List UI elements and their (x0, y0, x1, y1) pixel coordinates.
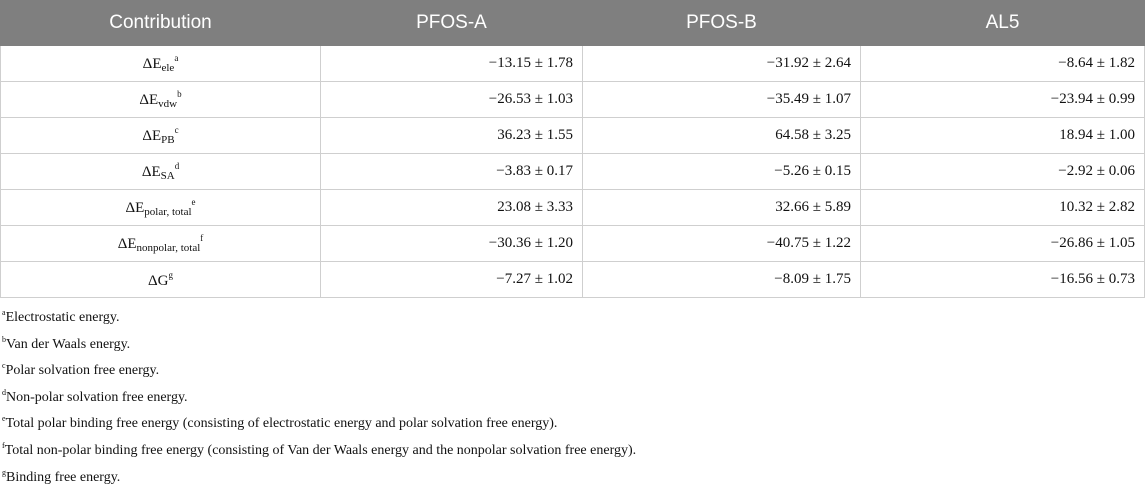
row-symbol: ΔE (139, 92, 159, 108)
table-row-delta-e-nonpolar-total: ΔEnonpolar, totalf −30.36 ± 1.20 −40.75 … (0, 225, 1145, 262)
column-header-pfos-b: PFOS-B (582, 0, 861, 46)
row-footnote-mark: f (200, 233, 204, 243)
cell-al5: 18.94 ± 1.00 (860, 117, 1145, 154)
cell-al5: −26.86 ± 1.05 (860, 225, 1145, 262)
cell-pfos-a: 36.23 ± 1.55 (320, 117, 583, 154)
footnote-a: aElectrostatic energy. (2, 302, 1145, 329)
row-subscript: vdw (158, 98, 178, 110)
column-header-al5: AL5 (860, 0, 1145, 46)
row-label: ΔEpolar, totale (0, 189, 321, 226)
table-footnotes: aElectrostatic energy. bVan der Waals en… (0, 302, 1145, 488)
row-label: ΔEvdwb (0, 81, 321, 118)
cell-pfos-b: −35.49 ± 1.07 (582, 81, 861, 118)
header-row: Contribution PFOS-A PFOS-B AL5 (0, 0, 1145, 46)
cell-pfos-a: 23.08 ± 3.33 (320, 189, 583, 226)
row-symbol: ΔE (142, 56, 162, 72)
row-symbol: ΔG (148, 272, 169, 289)
footnote-text: Total non-polar binding free energy (con… (4, 442, 637, 458)
cell-pfos-a: −13.15 ± 1.78 (320, 45, 583, 82)
row-footnote-mark: a (174, 53, 179, 63)
row-subscript: SA (160, 170, 175, 182)
footnote-text: Electrostatic energy. (5, 310, 120, 325)
row-subscript: ele (161, 62, 175, 74)
row-symbol: ΔE (142, 128, 162, 144)
cell-al5: −23.94 ± 0.99 (860, 81, 1145, 118)
footnote-text: Binding free energy. (6, 469, 121, 485)
cell-al5: 10.32 ± 2.82 (860, 189, 1145, 226)
row-footnote-mark: b (177, 89, 182, 99)
energy-contribution-table: Contribution PFOS-A PFOS-B AL5 ΔEelea −1… (0, 0, 1145, 298)
footnote-text: Polar solvation free energy. (5, 363, 160, 379)
footnote-d: dNon-polar solvation free energy. (2, 382, 1145, 409)
row-subscript: PB (161, 134, 175, 146)
cell-pfos-a: −26.53 ± 1.03 (320, 81, 583, 118)
footnote-mark: f (2, 440, 5, 450)
row-symbol: ΔE (125, 200, 145, 216)
footnote-mark: b (2, 334, 6, 344)
table-header: Contribution PFOS-A PFOS-B AL5 (0, 0, 1145, 46)
footnote-text: Van der Waals energy. (6, 336, 131, 352)
cell-pfos-b: −5.26 ± 0.15 (582, 153, 861, 190)
row-label: ΔEPBc (0, 117, 321, 154)
row-footnote-mark: g (168, 269, 173, 280)
cell-pfos-b: 32.66 ± 5.89 (582, 189, 861, 226)
table-row-delta-e-polar-total: ΔEpolar, totale 23.08 ± 3.33 32.66 ± 5.8… (0, 189, 1145, 226)
footnote-text: Non-polar solvation free energy. (6, 389, 188, 405)
table-row-delta-e-pb: ΔEPBc 36.23 ± 1.55 64.58 ± 3.25 18.94 ± … (0, 117, 1145, 154)
row-footnote-mark: c (174, 125, 179, 135)
row-symbol: ΔE (141, 164, 161, 180)
footnote-mark: e (2, 414, 6, 424)
table-row-delta-g: ΔGg −7.27 ± 1.02 −8.09 ± 1.75 −16.56 ± 0… (0, 261, 1145, 298)
footnote-e: eTotal polar binding free energy (consis… (2, 408, 1145, 435)
cell-pfos-b: −8.09 ± 1.75 (582, 261, 861, 298)
table-row-delta-e-ele: ΔEelea −13.15 ± 1.78 −31.92 ± 2.64 −8.64… (0, 45, 1145, 82)
row-subscript: nonpolar, total (136, 242, 201, 254)
row-subscript: polar, total (144, 206, 192, 218)
footnote-c: cPolar solvation free energy. (2, 355, 1145, 382)
footnote-mark: c (2, 361, 6, 371)
footnote-f: fTotal non-polar binding free energy (co… (2, 435, 1145, 462)
footnote-text: Total polar binding free energy (consist… (5, 416, 558, 432)
row-footnote-mark: e (191, 197, 196, 207)
table-body: ΔEelea −13.15 ± 1.78 −31.92 ± 2.64 −8.64… (0, 45, 1145, 298)
row-label: ΔEelea (0, 45, 321, 82)
column-header-contribution: Contribution (0, 0, 321, 46)
footnote-b: bVan der Waals energy. (2, 329, 1145, 356)
table-row-delta-e-vdw: ΔEvdwb −26.53 ± 1.03 −35.49 ± 1.07 −23.9… (0, 81, 1145, 118)
cell-pfos-b: −31.92 ± 2.64 (582, 45, 861, 82)
cell-pfos-b: 64.58 ± 3.25 (582, 117, 861, 154)
row-footnote-mark: d (174, 161, 180, 171)
row-label: ΔEnonpolar, totalf (0, 225, 321, 262)
footnote-mark: a (2, 308, 6, 317)
row-symbol: ΔE (117, 236, 137, 252)
energy-contribution-table-wrapper: Contribution PFOS-A PFOS-B AL5 ΔEelea −1… (0, 0, 1145, 298)
cell-pfos-a: −30.36 ± 1.20 (320, 225, 583, 262)
cell-al5: −8.64 ± 1.82 (860, 45, 1145, 82)
table-row-delta-e-sa: ΔESAd −3.83 ± 0.17 −5.26 ± 0.15 −2.92 ± … (0, 153, 1145, 190)
cell-pfos-a: −7.27 ± 1.02 (320, 261, 583, 298)
row-label: ΔESAd (0, 153, 321, 190)
cell-pfos-a: −3.83 ± 0.17 (320, 153, 583, 190)
column-header-pfos-a: PFOS-A (320, 0, 583, 46)
cell-al5: −2.92 ± 0.06 (860, 153, 1145, 190)
row-label: ΔGg (0, 261, 321, 298)
footnote-mark: d (2, 387, 6, 397)
cell-pfos-b: −40.75 ± 1.22 (582, 225, 861, 262)
cell-al5: −16.56 ± 0.73 (860, 261, 1145, 298)
